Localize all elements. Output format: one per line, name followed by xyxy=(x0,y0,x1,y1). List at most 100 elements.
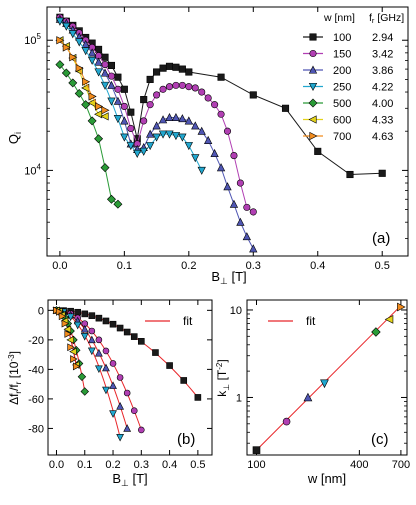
data-point-500 xyxy=(100,163,110,173)
data-point-200 xyxy=(95,348,103,357)
data-point-100 xyxy=(95,45,103,53)
x-tick-label: 0.0 xyxy=(52,260,67,272)
data-point-700 xyxy=(397,302,406,312)
legend-fit-label: fit xyxy=(183,314,193,328)
data-point-700 xyxy=(88,92,97,101)
data-point-700 xyxy=(56,36,65,45)
y-axis-label-exponent: -3 xyxy=(7,354,16,362)
data-point-600 xyxy=(66,335,74,344)
data-point-600 xyxy=(384,315,394,324)
data-point-100 xyxy=(249,91,257,99)
y-tick-label: 1 xyxy=(236,392,242,404)
legend-marker-250 xyxy=(308,82,318,92)
data-point-200 xyxy=(303,392,313,402)
legend-fit-label: fit xyxy=(306,314,316,328)
data-point-700 xyxy=(69,53,78,62)
data-point-500 xyxy=(106,194,116,204)
series-line-500 xyxy=(59,64,119,205)
y-axis-label-main: Q xyxy=(6,134,21,144)
data-point-150 xyxy=(116,374,124,381)
data-point-250 xyxy=(197,166,206,175)
data-point-250 xyxy=(191,154,200,163)
data-point-700 xyxy=(67,343,75,352)
data-point-200 xyxy=(109,381,117,389)
data-point-250 xyxy=(94,68,103,77)
x-tick-label: 0.1 xyxy=(117,260,132,272)
legend-width-700: 700 xyxy=(333,131,351,143)
legend-marker-100 xyxy=(309,33,317,41)
legend-freq-600: 4.33 xyxy=(372,115,393,127)
data-point-150 xyxy=(282,417,291,426)
data-point-700 xyxy=(82,77,91,86)
legend-width-150: 150 xyxy=(333,49,351,61)
y-axis-label-close: ] xyxy=(215,359,229,362)
y-axis-label: Δfr/fr [10-3] xyxy=(7,351,23,405)
y-axis-label-exponent: -2 xyxy=(215,362,224,370)
legend-width-100: 100 xyxy=(333,32,351,44)
y-tick-label: -80 xyxy=(28,423,44,435)
data-point-100 xyxy=(138,338,145,345)
y-axis-label-sub: ⊥ xyxy=(222,384,231,391)
data-point-100 xyxy=(102,317,110,325)
data-point-200 xyxy=(242,232,251,241)
data-point-150 xyxy=(159,85,167,93)
x-tick-label: 700 xyxy=(392,459,410,471)
data-point-150 xyxy=(120,102,128,110)
data-point-100 xyxy=(185,68,193,76)
y-tick-exponent: 5 xyxy=(37,32,42,41)
data-point-150 xyxy=(230,152,238,160)
legend-width-600: 600 xyxy=(333,115,351,127)
data-point-200 xyxy=(191,121,200,130)
legend-header-f-sub: r xyxy=(372,16,375,25)
x-axis-label-main: B xyxy=(112,471,121,486)
data-point-150 xyxy=(109,360,117,367)
data-point-250 xyxy=(178,133,187,142)
x-tick-label: 0.3 xyxy=(134,459,149,471)
data-point-150 xyxy=(249,208,257,216)
data-point-200 xyxy=(116,402,124,410)
data-point-250 xyxy=(146,142,155,151)
data-point-250 xyxy=(80,333,89,341)
legend-freq-200: 3.86 xyxy=(372,65,393,77)
data-point-250 xyxy=(73,321,82,330)
data-point-100 xyxy=(107,61,116,70)
data-point-500 xyxy=(61,68,71,78)
data-point-150 xyxy=(130,407,138,415)
panel-b-frequency-shift: 0.0 0.1 0.2 0.3 0.4 0.50-20-40-60-80fit(b)Δfr… xyxy=(7,299,213,488)
y-tick-base: 10 xyxy=(24,35,36,47)
legend-freq-150: 3.42 xyxy=(372,49,393,61)
y-axis-label-main: k xyxy=(215,390,229,397)
panel-label: (c) xyxy=(371,431,389,448)
legend-header-f-unit: [GHz] xyxy=(374,12,404,24)
data-point-100 xyxy=(88,312,96,319)
legend-freq-100: 2.94 xyxy=(372,32,393,44)
data-point-700 xyxy=(75,64,84,73)
data-point-200 xyxy=(223,182,232,191)
data-point-100 xyxy=(281,104,290,112)
data-point-150 xyxy=(165,83,174,91)
data-point-200 xyxy=(210,148,219,157)
data-point-200 xyxy=(171,112,181,122)
data-point-700 xyxy=(64,330,73,338)
legend-header-frequency: fr [GHz] xyxy=(369,12,404,25)
panel-label: (b) xyxy=(177,431,195,448)
data-point-100 xyxy=(180,377,188,384)
data-point-100 xyxy=(109,320,117,328)
data-point-100 xyxy=(159,64,167,72)
data-point-200 xyxy=(158,115,168,124)
data-point-100 xyxy=(172,63,180,71)
data-point-100 xyxy=(130,333,138,340)
data-point-700 xyxy=(95,102,104,111)
x-tick-label: 0.2 xyxy=(105,459,120,471)
panel-label: (a) xyxy=(372,230,390,247)
data-point-100 xyxy=(152,349,159,356)
y-axis-label-sub: r xyxy=(14,391,23,394)
y-axis-label: Qi xyxy=(6,132,23,144)
y-tick-label: 105 xyxy=(24,32,41,47)
data-point-100 xyxy=(346,170,354,179)
data-point-150 xyxy=(178,81,186,89)
data-point-200 xyxy=(87,48,97,57)
data-point-250 xyxy=(75,38,84,47)
y-tick-base: 10 xyxy=(24,165,36,177)
